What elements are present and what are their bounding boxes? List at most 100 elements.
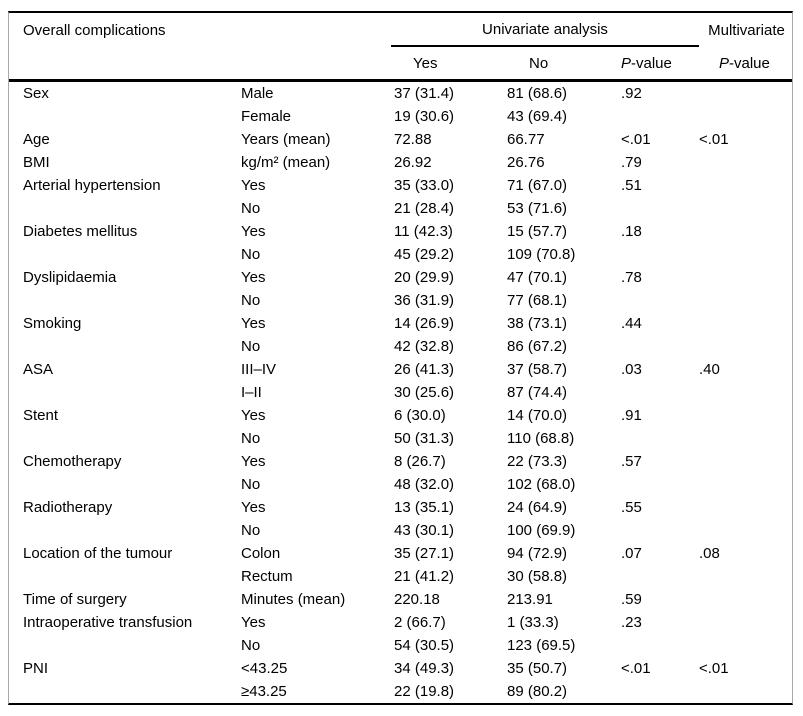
- cell-no-value: 14 (70.0): [507, 407, 568, 424]
- cell-yes-value: 42 (32.8): [394, 338, 455, 355]
- cell-multivariate-p-value: [699, 611, 794, 634]
- cell-yes-value: 43 (30.1): [394, 522, 455, 539]
- cell-univariate-p-value: .59: [621, 591, 642, 608]
- row-category-label: Female: [241, 108, 292, 125]
- column-header-yes: Yes: [413, 54, 438, 72]
- table-row: Sex Male 37 (31.4) 81 (68.6) .92: [9, 82, 792, 105]
- cell-multivariate-p-value: [699, 565, 794, 588]
- cell-univariate-p-value: .57: [621, 453, 642, 470]
- row-category-label: No: [241, 292, 261, 309]
- table-row: No 36 (31.9) 77 (68.1): [9, 289, 792, 312]
- cell-yes-value: 72.88: [394, 131, 432, 148]
- cell-univariate-p-value: [619, 634, 699, 657]
- table-row: No 43 (30.1) 100 (69.9): [9, 519, 792, 542]
- row-category-label: Years (mean): [241, 131, 331, 148]
- cell-univariate-p-value: .03: [621, 361, 642, 378]
- table-row: No 50 (31.3) 110 (68.8): [9, 427, 792, 450]
- cell-yes-value: 21 (41.2): [394, 568, 455, 585]
- table-title: Overall complications: [23, 21, 166, 39]
- cell-multivariate-p-value: [699, 312, 794, 335]
- cell-yes-value: 13 (35.1): [394, 499, 455, 516]
- cell-no-value: 71 (67.0): [507, 177, 568, 194]
- cell-multivariate-p-value: [699, 220, 794, 243]
- table-header: Overall complications Univariate analysi…: [9, 13, 792, 82]
- row-variable-label: [9, 427, 241, 450]
- cell-yes-value: 26.92: [394, 154, 432, 171]
- cell-no-value: 86 (67.2): [507, 338, 568, 355]
- cell-multivariate-p-value: [699, 335, 794, 358]
- cell-multivariate-p-value: .08: [699, 545, 720, 562]
- row-variable-label: Arterial hypertension: [23, 177, 161, 194]
- cell-univariate-p-value: [619, 243, 699, 266]
- cell-univariate-p-value: [619, 381, 699, 404]
- row-category-label: III–IV: [241, 361, 277, 378]
- cell-no-value: 102 (68.0): [507, 476, 576, 493]
- row-category-label: Yes: [241, 223, 266, 240]
- row-category-label: No: [241, 522, 261, 539]
- row-category-label: kg/m² (mean): [241, 154, 331, 171]
- table-row: No 48 (32.0) 102 (68.0): [9, 473, 792, 496]
- row-variable-label: [9, 197, 241, 220]
- table-row: No 45 (29.2) 109 (70.8): [9, 243, 792, 266]
- row-variable-label: [9, 519, 241, 542]
- cell-no-value: 47 (70.1): [507, 269, 568, 286]
- row-variable-label: Age: [23, 131, 50, 148]
- cell-yes-value: 36 (31.9): [394, 292, 455, 309]
- cell-univariate-p-value: [619, 473, 699, 496]
- p-value-suffix: -value: [729, 54, 770, 72]
- row-variable-label: [9, 105, 241, 128]
- cell-multivariate-p-value: <.01: [699, 660, 729, 677]
- row-category-label: Minutes (mean): [241, 591, 346, 608]
- cell-no-value: 89 (80.2): [507, 683, 568, 700]
- table-row: BMI kg/m² (mean) 26.92 26.76 .79: [9, 151, 792, 174]
- row-category-label: Yes: [241, 269, 266, 286]
- cell-univariate-p-value: .44: [621, 315, 642, 332]
- cell-yes-value: 11 (42.3): [394, 223, 453, 240]
- p-italic-letter: P: [719, 54, 730, 72]
- cell-no-value: 66.77: [507, 131, 545, 148]
- multivariate-group-header: Multivariate: [708, 21, 785, 39]
- cell-univariate-p-value: .51: [621, 177, 642, 194]
- cell-univariate-p-value: .07: [621, 545, 642, 562]
- cell-no-value: 94 (72.9): [507, 545, 568, 562]
- table-row: No 54 (30.5) 123 (69.5): [9, 634, 792, 657]
- cell-multivariate-p-value: [699, 151, 794, 174]
- cell-no-value: 35 (50.7): [507, 660, 568, 677]
- table-body: Sex Male 37 (31.4) 81 (68.6) .92 Female …: [9, 82, 792, 703]
- p-value-suffix: -value: [631, 54, 672, 72]
- row-category-label: Yes: [241, 614, 266, 631]
- cell-univariate-p-value: .79: [621, 154, 642, 171]
- row-variable-label: Smoking: [23, 315, 82, 332]
- cell-univariate-p-value: .23: [621, 614, 642, 631]
- cell-no-value: 123 (69.5): [507, 637, 576, 654]
- row-category-label: Yes: [241, 315, 266, 332]
- table-row: ASA III–IV 26 (41.3) 37 (58.7) .03 .40: [9, 358, 792, 381]
- row-category-label: Yes: [241, 407, 266, 424]
- row-category-label: No: [241, 637, 261, 654]
- cell-yes-value: 48 (32.0): [394, 476, 455, 493]
- row-category-label: No: [241, 246, 261, 263]
- cell-multivariate-p-value: [699, 634, 794, 657]
- table-row: Location of the tumour Colon 35 (27.1) 9…: [9, 542, 792, 565]
- table-row: Chemotherapy Yes 8 (26.7) 22 (73.3) .57: [9, 450, 792, 473]
- table-row: Age Years (mean) 72.88 66.77 <.01 <.01: [9, 128, 792, 151]
- column-header-univariate-p-value: P-value: [619, 55, 699, 72]
- cell-univariate-p-value: [619, 335, 699, 358]
- row-variable-label: Intraoperative transfusion: [23, 614, 193, 631]
- cell-no-value: 26.76: [507, 154, 545, 171]
- cell-multivariate-p-value: [699, 266, 794, 289]
- cell-univariate-p-value: [619, 680, 699, 703]
- row-category-label: Colon: [241, 545, 281, 562]
- cell-univariate-p-value: [619, 427, 699, 450]
- cell-univariate-p-value: [619, 105, 699, 128]
- column-header-multivariate-p-value: P-value: [699, 55, 794, 72]
- row-category-label: <43.25: [241, 660, 288, 677]
- row-variable-label: ASA: [23, 361, 54, 378]
- cell-yes-value: 20 (29.9): [394, 269, 455, 286]
- cell-yes-value: 220.18: [394, 591, 440, 608]
- cell-multivariate-p-value: [699, 105, 794, 128]
- cell-yes-value: 35 (27.1): [394, 545, 455, 562]
- row-variable-label: Location of the tumour: [23, 545, 173, 562]
- cell-univariate-p-value: .91: [621, 407, 642, 424]
- row-category-label: No: [241, 338, 261, 355]
